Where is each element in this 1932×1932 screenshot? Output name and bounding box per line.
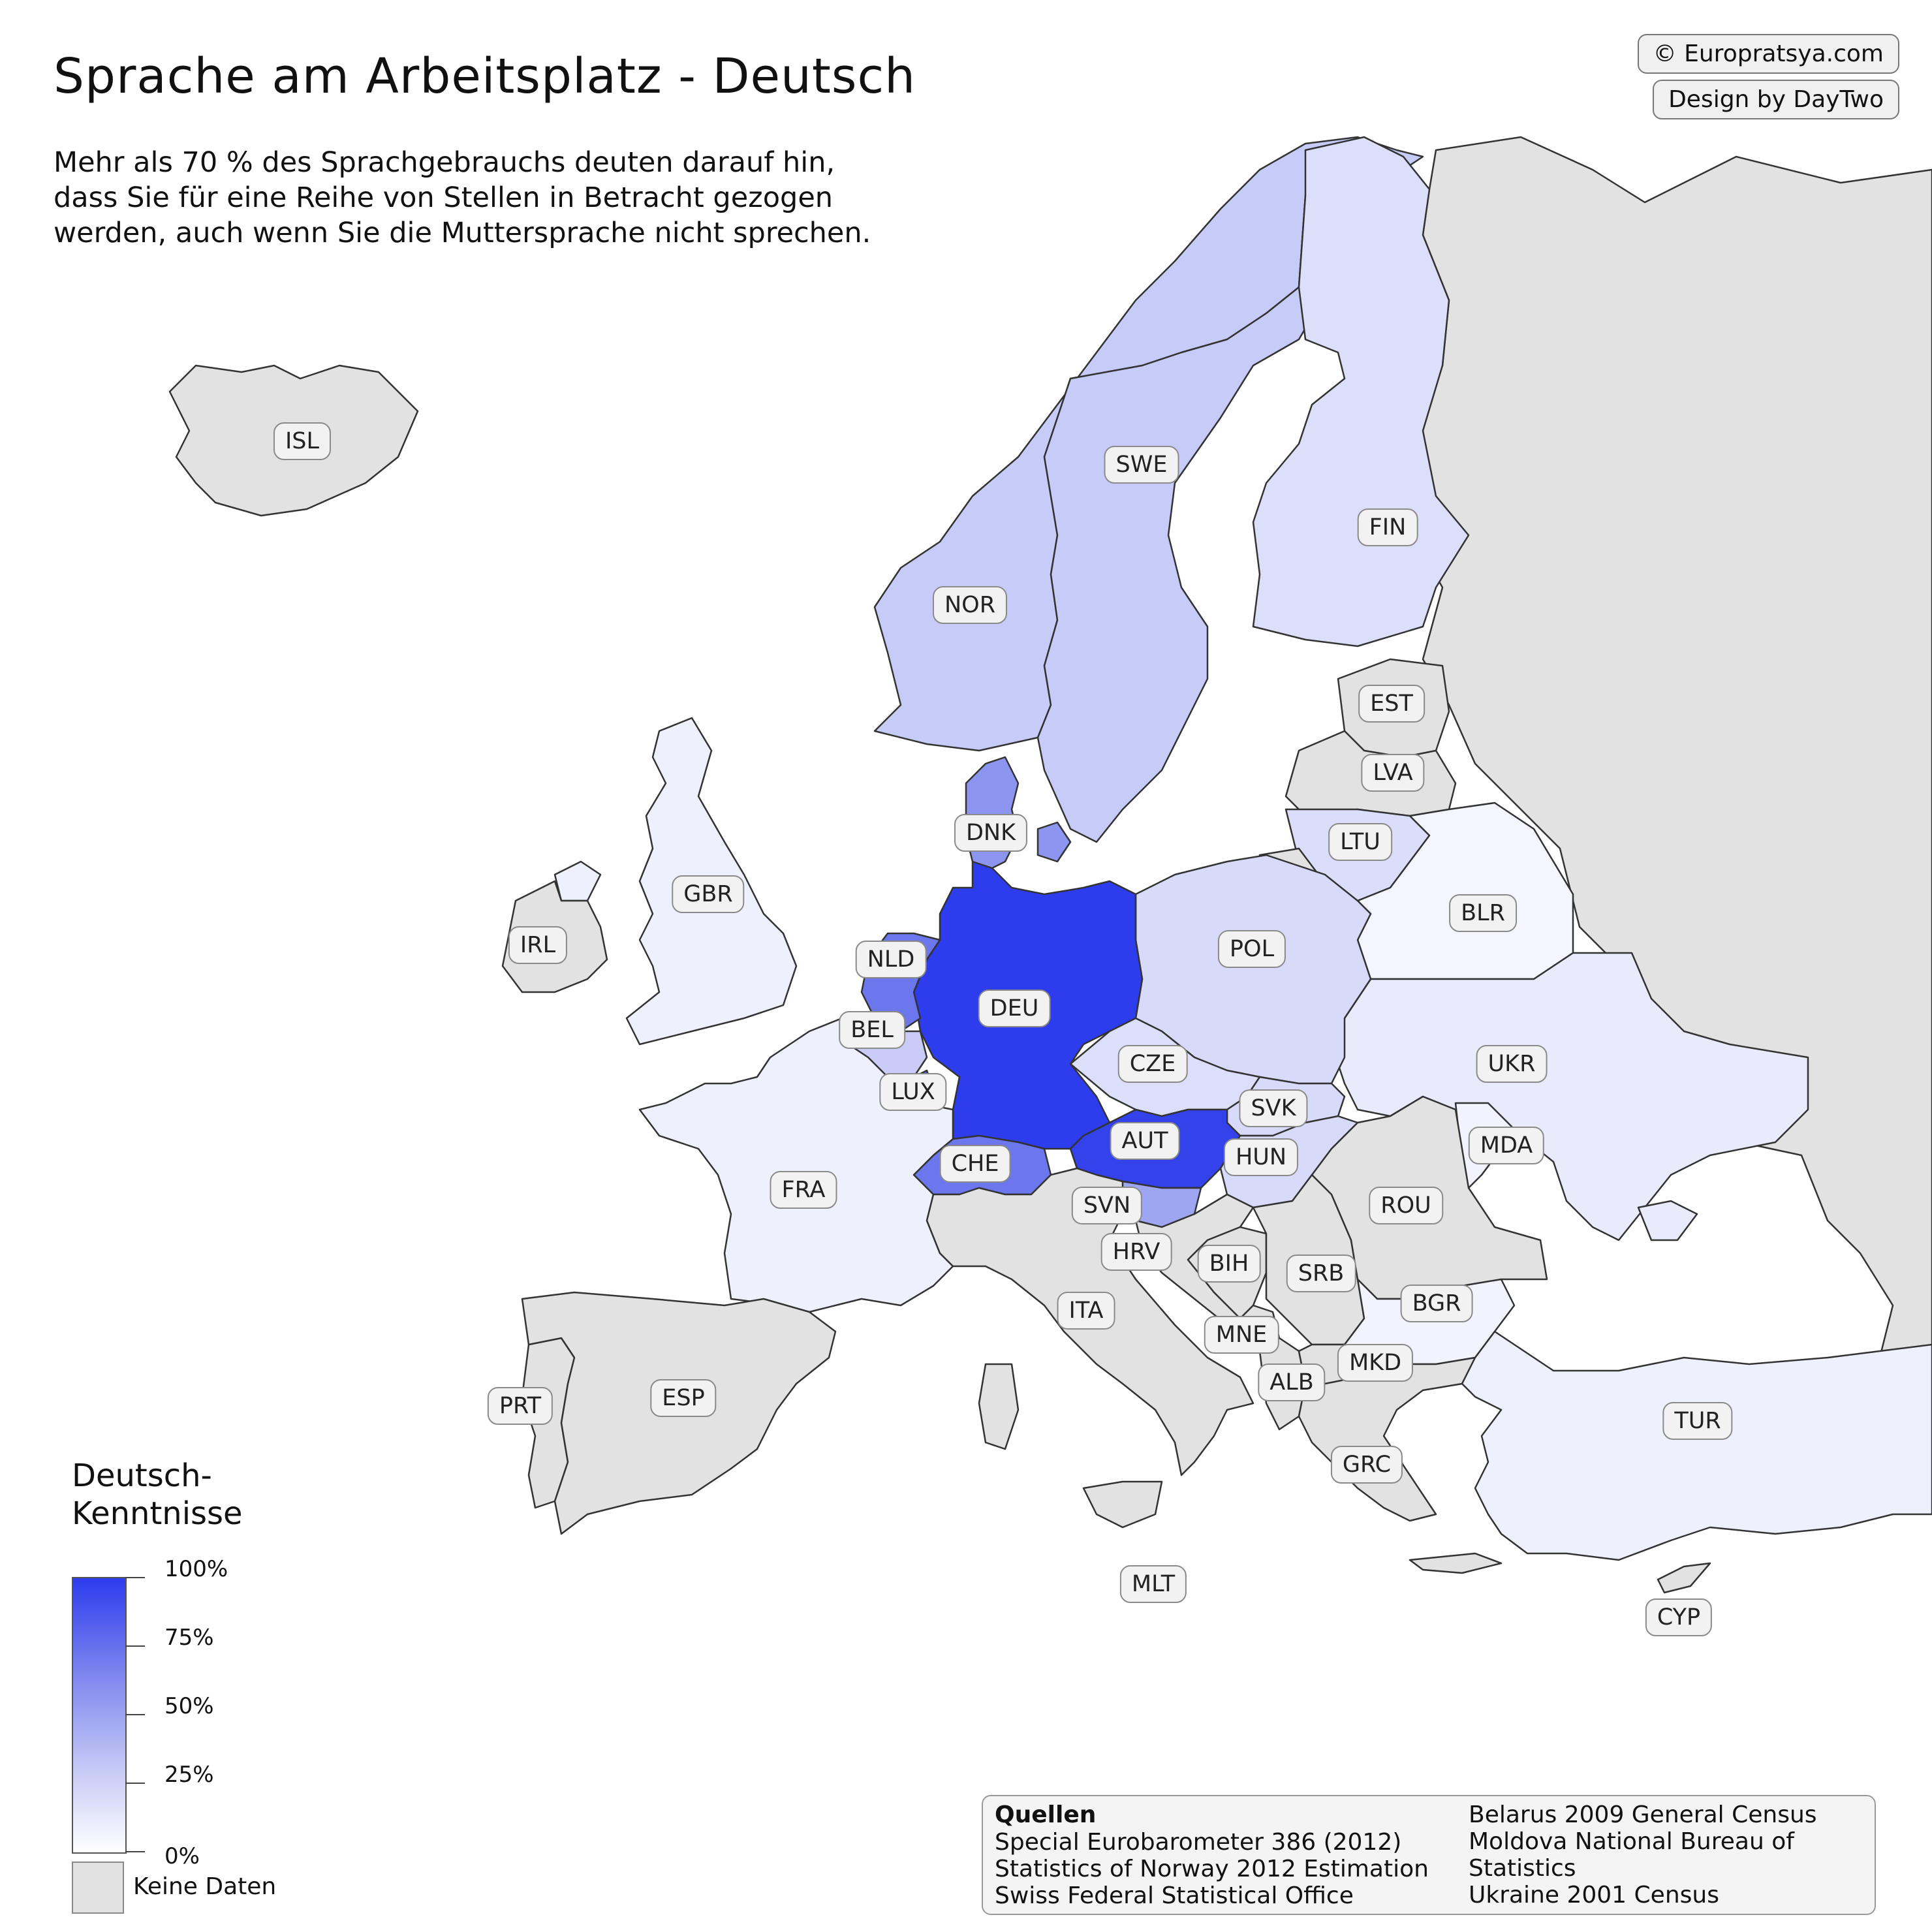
label-mne: MNE <box>1204 1316 1279 1354</box>
legend-no-data-swatch <box>72 1862 124 1914</box>
legend-tick-label: 50% <box>164 1693 214 1719</box>
label-nld: NLD <box>855 941 927 978</box>
label-che: CHE <box>939 1145 1011 1183</box>
region-ita-sardinia <box>978 1363 1020 1450</box>
label-fin: FIN <box>1357 508 1418 546</box>
label-prt: PRT <box>487 1387 553 1425</box>
label-fra: FRA <box>770 1171 837 1209</box>
label-nor: NOR <box>932 586 1008 624</box>
region-swe <box>1036 195 1346 843</box>
legend-tick <box>125 1645 145 1647</box>
region-grc-crete <box>1409 1552 1503 1574</box>
sources-box: Quellen Special Eurobarometer 386 (2012)… <box>982 1795 1876 1915</box>
label-cyp: CYP <box>1645 1598 1713 1636</box>
label-gbr: GBR <box>672 875 745 913</box>
copyright-badge[interactable]: © Europratsya.com <box>1637 34 1899 74</box>
legend-title: Deutsch-Kenntnisse <box>72 1457 243 1532</box>
source-item: Moldova National Bureau of Statistics <box>1469 1828 1794 1882</box>
legend-tick <box>125 1783 145 1784</box>
label-ukr: UKR <box>1476 1045 1548 1083</box>
legend-tick-label: 100% <box>164 1556 228 1582</box>
label-grc: GRC <box>1330 1446 1403 1484</box>
legend-tick <box>125 1577 145 1578</box>
sources-right-column: Belarus 2009 General Census Moldova Nati… <box>1469 1801 1875 1909</box>
region-dnk-island <box>1036 821 1072 863</box>
label-esp: ESP <box>650 1379 717 1417</box>
design-credit-badge: Design by DayTwo <box>1653 80 1899 119</box>
legend-color-scale <box>72 1577 127 1854</box>
label-dnk: DNK <box>954 814 1028 852</box>
label-srb: SRB <box>1286 1254 1356 1292</box>
legend-no-data-label: Keine Daten <box>133 1873 277 1900</box>
label-bgr: BGR <box>1400 1285 1473 1322</box>
sources-left-column: Special Eurobarometer 386 (2012) Statist… <box>995 1829 1429 1909</box>
label-hun: HUN <box>1223 1138 1299 1176</box>
label-alb: ALB <box>1258 1363 1326 1401</box>
label-cze: CZE <box>1117 1045 1188 1083</box>
region-russia <box>1415 136 1932 1359</box>
region-ita-sicily <box>1082 1480 1163 1529</box>
legend-tick-label: 25% <box>164 1762 214 1788</box>
source-item: Ukraine 2001 Census <box>1469 1882 1719 1909</box>
source-item: Special Eurobarometer 386 (2012) <box>995 1829 1402 1856</box>
legend-tick-label: 75% <box>164 1625 214 1651</box>
legend-tick <box>125 1851 145 1852</box>
label-ita: ITA <box>1057 1292 1115 1330</box>
region-ukr <box>1330 952 1809 1241</box>
label-aut: AUT <box>1110 1122 1180 1160</box>
label-svn: SVN <box>1071 1187 1143 1224</box>
label-swe: SWE <box>1104 446 1179 484</box>
label-mda: MDA <box>1468 1127 1545 1164</box>
legend-tick-label: 0% <box>164 1843 200 1869</box>
region-tur <box>1461 1330 1932 1561</box>
label-pol: POL <box>1217 930 1286 968</box>
label-irl: IRL <box>508 926 568 964</box>
label-bel: BEL <box>839 1011 905 1049</box>
region-gbr-ni <box>553 860 602 902</box>
region-cyp <box>1657 1562 1711 1594</box>
label-ltu: LTU <box>1328 823 1392 861</box>
label-mkd: MKD <box>1337 1344 1414 1382</box>
label-est: EST <box>1358 685 1425 723</box>
map-title: Sprache am Arbeitsplatz - Deutsch <box>54 48 916 104</box>
map-subtitle: Mehr als 70 % des Sprachgebrauchs deuten… <box>54 146 871 249</box>
sources-heading: Quellen <box>995 1801 1097 1828</box>
label-lva: LVA <box>1361 754 1425 792</box>
source-item: Belarus 2009 General Census <box>1469 1801 1817 1828</box>
source-item: Swiss Federal Statistical Office <box>995 1882 1354 1909</box>
label-tur: TUR <box>1662 1402 1733 1440</box>
label-lux: LUX <box>879 1073 947 1111</box>
label-hrv: HRV <box>1100 1233 1172 1271</box>
source-item: Statistics of Norway 2012 Estimation <box>995 1856 1429 1882</box>
label-svk: SVK <box>1239 1089 1308 1127</box>
label-isl: ISL <box>273 422 332 460</box>
label-deu: DEU <box>978 989 1051 1027</box>
legend-tick <box>125 1714 145 1715</box>
label-mlt: MLT <box>1119 1565 1187 1603</box>
label-bih: BIH <box>1197 1245 1261 1283</box>
label-rou: ROU <box>1369 1187 1443 1224</box>
region-ukr-crimea <box>1637 1200 1698 1241</box>
label-blr: BLR <box>1449 894 1517 932</box>
